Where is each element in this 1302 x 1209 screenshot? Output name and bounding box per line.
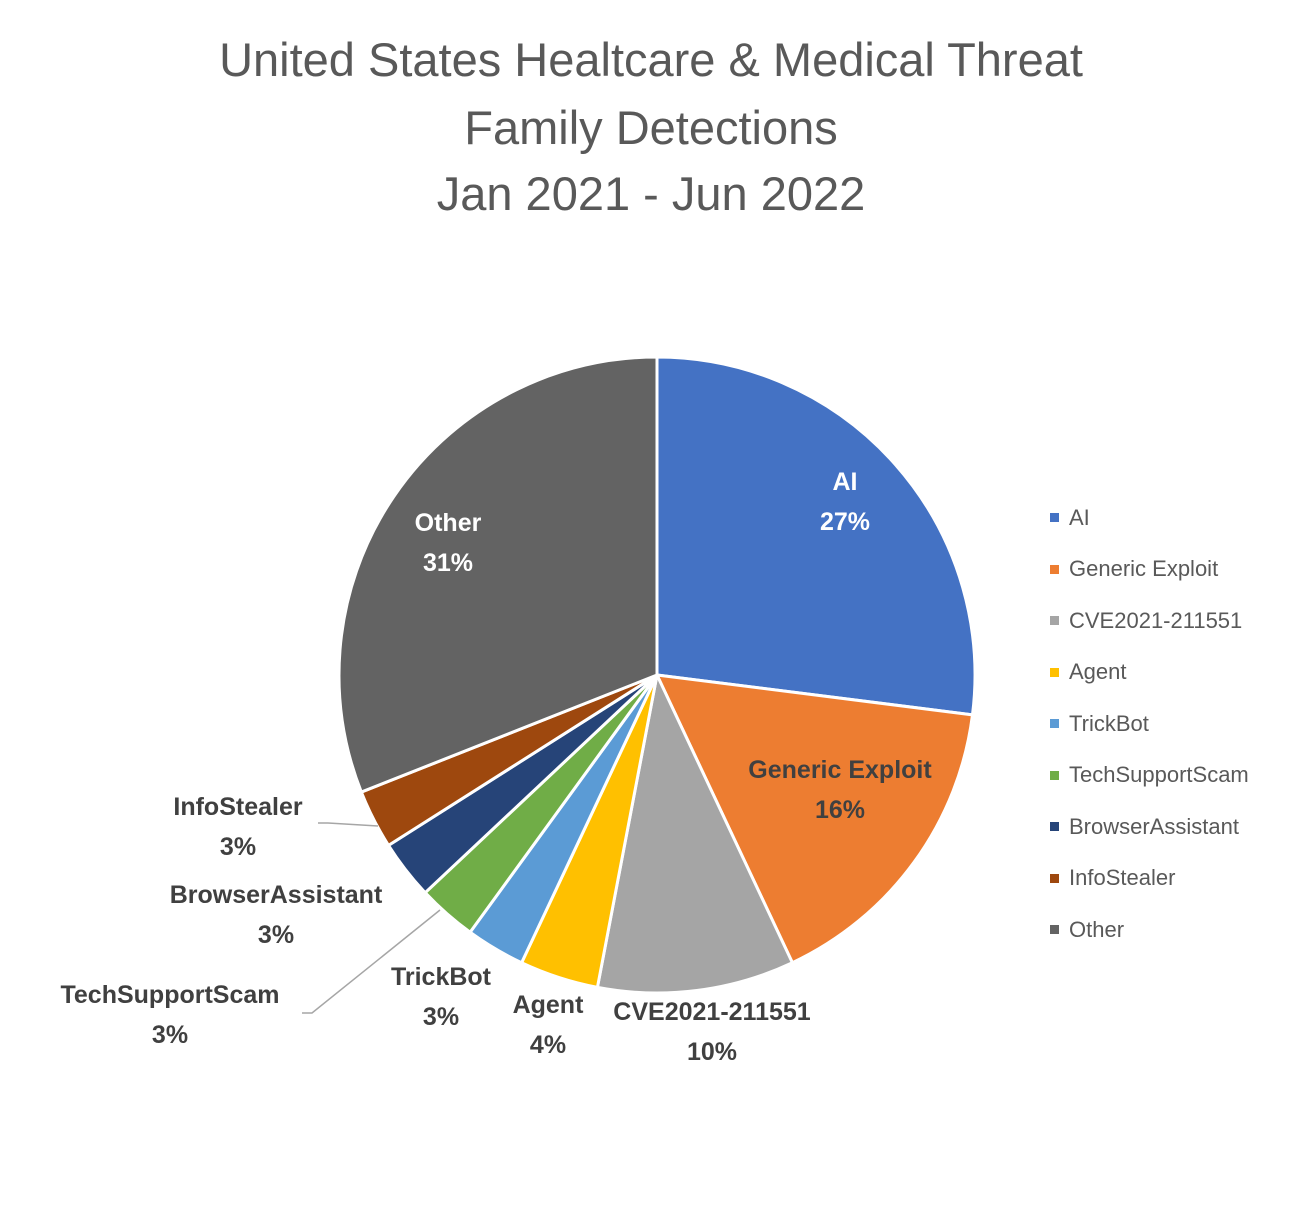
data-label-name-infostealer: InfoStealer: [173, 793, 302, 821]
data-label-value-other: 31%: [423, 549, 473, 577]
legend-swatch: [1050, 616, 1059, 626]
data-label-name-trickbot: TrickBot: [391, 963, 492, 991]
data-label-value-ai: 27%: [820, 508, 870, 536]
legend-item-ai: AI: [1050, 492, 1249, 544]
legend-item-agent: Agent: [1050, 647, 1249, 699]
pie-slice-ai: [655, 355, 977, 717]
legend-swatch: [1050, 873, 1059, 883]
chart-title-line-2: Family Detections: [464, 101, 838, 154]
data-label-value-agent: 4%: [530, 1031, 566, 1059]
legend-swatch: [1050, 770, 1059, 780]
leader-line-infostealer: [318, 822, 379, 827]
legend-item-techsupportscam: TechSupportScam: [1050, 750, 1249, 802]
data-label-name-agent: Agent: [513, 991, 585, 1019]
pie-slice-generic-exploit: [655, 673, 974, 965]
legend-label: CVE2021-211551: [1069, 607, 1243, 633]
data-label-name-other: Other: [415, 509, 482, 537]
legend-label: AI: [1069, 504, 1090, 530]
legend-item-browserassistant: BrowserAssistant: [1050, 801, 1249, 853]
legend-item-generic-exploit: Generic Exploit: [1050, 544, 1249, 596]
data-label-name-generic-exploit: Generic Exploit: [748, 756, 932, 784]
data-label-value-techsupportscam: 3%: [152, 1021, 188, 1049]
legend-label: TrickBot: [1069, 710, 1149, 736]
legend-swatch: [1050, 719, 1059, 729]
data-label-name-cve2021-211551: CVE2021-211551: [613, 998, 810, 1026]
legend-label: InfoStealer: [1069, 865, 1176, 891]
pie-slices: [337, 355, 977, 995]
chart-title-line-3: Jan 2021 - Jun 2022: [436, 167, 866, 220]
data-label-value-infostealer: 3%: [220, 833, 256, 861]
chart-title-line-1: United States Healtcare & Medical Threat: [219, 33, 1083, 86]
leader-line-techsupportscam: [302, 909, 441, 1014]
legend-item-trickbot: TrickBot: [1050, 698, 1249, 750]
pie-slice-cve2021-211551: [595, 673, 794, 995]
legend-item-infostealer: InfoStealer: [1050, 853, 1249, 905]
data-label-value-trickbot: 3%: [423, 1003, 459, 1031]
legend-label: Other: [1069, 916, 1125, 942]
legend-label: Generic Exploit: [1069, 556, 1219, 582]
legend-label: Agent: [1069, 659, 1127, 685]
legend-swatch: [1050, 513, 1059, 523]
legend-label: TechSupportScam: [1069, 762, 1249, 788]
legend-swatch: [1050, 564, 1059, 574]
data-label-name-browserassistant: BrowserAssistant: [170, 881, 383, 909]
data-label-value-browserassistant: 3%: [258, 921, 294, 949]
data-label-name-techsupportscam: TechSupportScam: [60, 981, 279, 1009]
data-label-value-cve2021-211551: 10%: [687, 1038, 737, 1066]
data-label-name-ai: AI: [833, 468, 858, 496]
data-labels: AI 27% Generic Exploit 16% CVE2021-211551 10%…: [60, 468, 932, 1066]
legend: AI Generic Exploit CVE2021-211551 Agent Tric…: [1050, 492, 1249, 956]
legend-swatch: [1050, 822, 1059, 832]
pie-slice-other: [337, 355, 659, 794]
legend-label: BrowserAssistant: [1069, 813, 1239, 839]
legend-swatch: [1050, 925, 1059, 935]
legend-item-other: Other: [1050, 904, 1249, 956]
legend-item-cve2021-211551: CVE2021-211551: [1050, 595, 1249, 647]
legend-swatch: [1050, 667, 1059, 677]
data-label-value-generic-exploit: 16%: [815, 796, 865, 824]
